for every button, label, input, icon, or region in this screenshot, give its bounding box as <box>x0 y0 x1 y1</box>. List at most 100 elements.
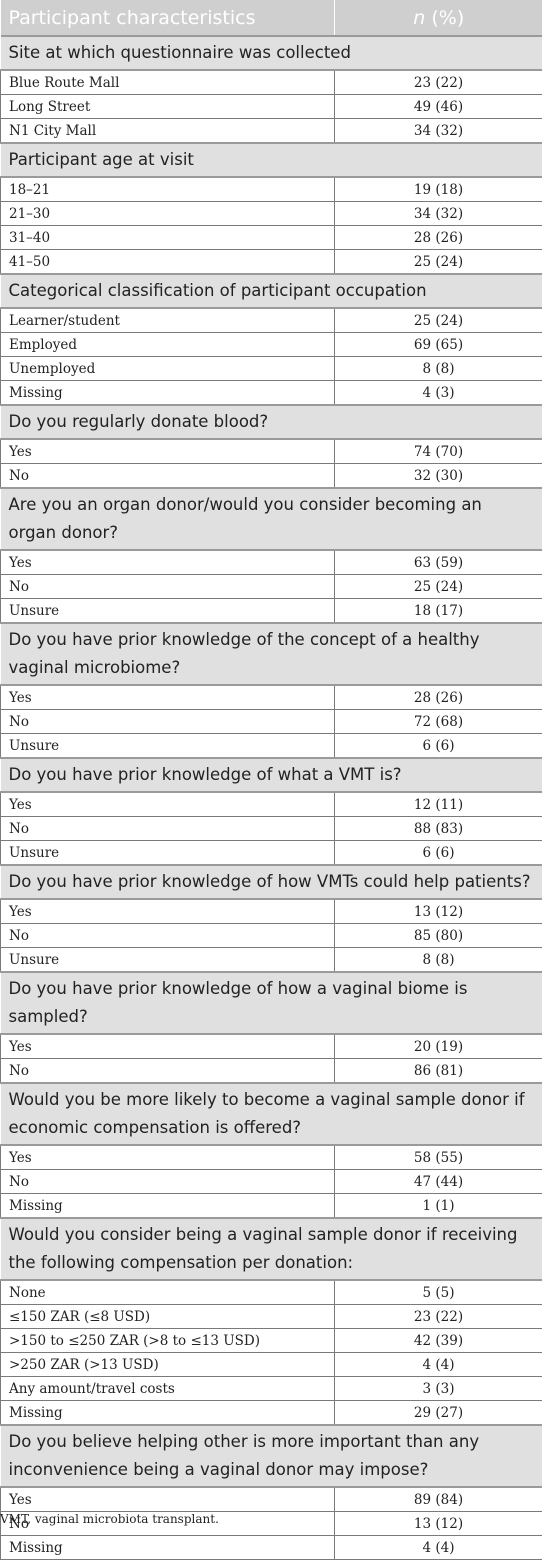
row-value: 8 (8) <box>335 357 542 381</box>
row-value: 63 (59) <box>335 550 542 575</box>
row-label: Unemployed <box>1 357 335 381</box>
header-n-percent: n (%) <box>335 0 542 36</box>
row-value: 23 (22) <box>335 70 542 95</box>
header-participant-characteristics: Participant characteristics <box>1 0 335 36</box>
row-label: Learner/student <box>1 308 335 333</box>
section-title: Would you consider being a vaginal sampl… <box>1 1218 542 1280</box>
row-label: 21–30 <box>1 202 335 226</box>
row-value: 1 (1) <box>335 1194 542 1219</box>
row-label: Yes <box>1 1145 335 1170</box>
row-label: No <box>1 1170 335 1194</box>
row-value: 88 (83) <box>335 817 542 841</box>
row-label: 41–50 <box>1 250 335 275</box>
row-label: 31–40 <box>1 226 335 250</box>
row-value: 5 (5) <box>335 1280 542 1305</box>
row-value: 13 (12) <box>335 899 542 924</box>
row-label: Yes <box>1 1034 335 1059</box>
section-header-row: Do you have prior knowledge of the conce… <box>1 623 542 685</box>
table-row: >250 ZAR (>13 USD)4 (4) <box>1 1353 542 1377</box>
row-value: 25 (24) <box>335 575 542 599</box>
row-value: 28 (26) <box>335 226 542 250</box>
row-label: No <box>1 924 335 948</box>
table-row: ≤150 ZAR (≤8 USD)23 (22) <box>1 1305 542 1329</box>
row-value: 20 (19) <box>335 1034 542 1059</box>
section-title: Do you have prior knowledge of the conce… <box>1 623 542 685</box>
row-label: Employed <box>1 333 335 357</box>
row-value: 34 (32) <box>335 119 542 144</box>
row-value: 3 (3) <box>335 1377 542 1401</box>
row-label: No <box>1 817 335 841</box>
row-value: 42 (39) <box>335 1329 542 1353</box>
section-header-row: Do you have prior knowledge of what a VM… <box>1 758 542 792</box>
row-value: 4 (4) <box>335 1353 542 1377</box>
row-value: 29 (27) <box>335 1401 542 1426</box>
row-label: Missing <box>1 1401 335 1426</box>
section-title: Do you have prior knowledge of how VMTs … <box>1 865 542 899</box>
section-header-row: Do you believe helping other is more imp… <box>1 1425 542 1487</box>
section-title: Do you regularly donate blood? <box>1 405 542 439</box>
row-label: Missing <box>1 1536 335 1560</box>
table-body: Site at which questionnaire was collecte… <box>1 36 542 1560</box>
section-title: Do you believe helping other is more imp… <box>1 1425 542 1487</box>
header-n: n <box>413 7 425 29</box>
row-value: 4 (3) <box>335 381 542 406</box>
row-value: 47 (44) <box>335 1170 542 1194</box>
table-header-row: Participant characteristics n (%) <box>1 0 542 36</box>
row-value: 25 (24) <box>335 250 542 275</box>
section-header-row: Would you be more likely to become a vag… <box>1 1083 542 1145</box>
row-value: 23 (22) <box>335 1305 542 1329</box>
section-header-row: Participant age at visit <box>1 143 542 177</box>
header-percent: (%) <box>425 7 464 29</box>
row-label: None <box>1 1280 335 1305</box>
row-value: 74 (70) <box>335 439 542 464</box>
row-value: 86 (81) <box>335 1059 542 1084</box>
row-label: Unsure <box>1 948 335 973</box>
row-value: 6 (6) <box>335 734 542 759</box>
section-header-row: Would you consider being a vaginal sampl… <box>1 1218 542 1280</box>
section-title: Categorical classification of participan… <box>1 274 542 308</box>
row-value: 4 (4) <box>335 1536 542 1560</box>
row-label: Missing <box>1 381 335 406</box>
section-title: Do you have prior knowledge of what a VM… <box>1 758 542 792</box>
row-label: Yes <box>1 1487 335 1512</box>
section-title: Would you be more likely to become a vag… <box>1 1083 542 1145</box>
row-label: Missing <box>1 1194 335 1219</box>
row-value: 85 (80) <box>335 924 542 948</box>
row-label: >150 to ≤250 ZAR (>8 to ≤13 USD) <box>1 1329 335 1353</box>
row-label: Blue Route Mall <box>1 70 335 95</box>
row-value: 12 (11) <box>335 792 542 817</box>
row-value: 89 (84) <box>335 1487 542 1512</box>
section-header-row: Do you have prior knowledge of how a vag… <box>1 972 542 1034</box>
row-value: 6 (6) <box>335 841 542 866</box>
